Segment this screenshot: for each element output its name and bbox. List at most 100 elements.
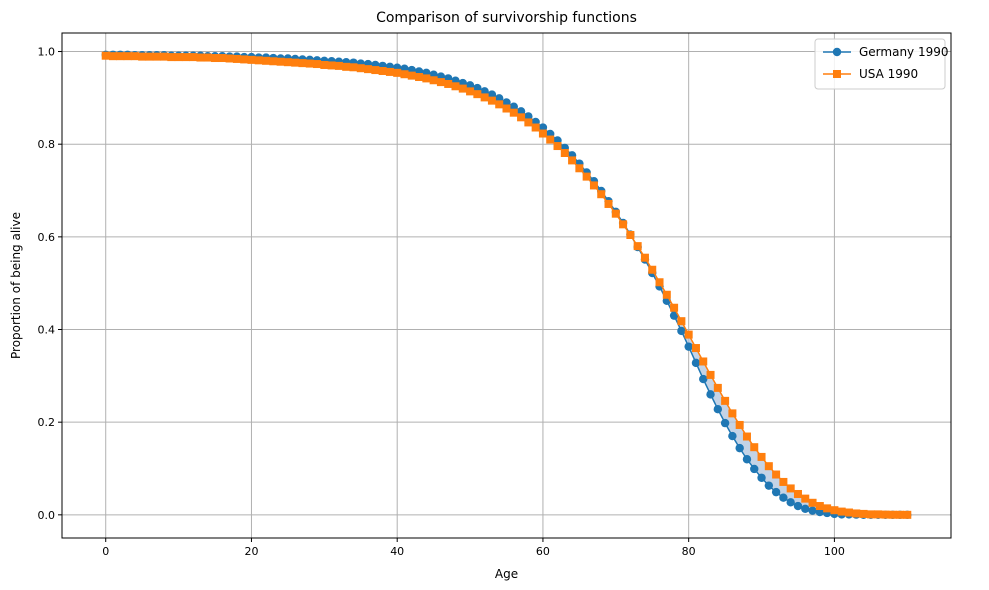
- ticks: 0 20 40 60 80 100 0.0 0.2 0.4 0.6 0.8 1.0: [38, 46, 845, 558]
- data-point: [502, 104, 511, 113]
- data-point: [327, 61, 336, 70]
- data-point: [801, 494, 810, 503]
- legend-marker: [832, 47, 842, 57]
- data-point: [713, 383, 722, 392]
- data-point: [771, 487, 781, 497]
- data-point: [691, 344, 700, 353]
- data-point: [203, 53, 212, 62]
- data-point: [218, 54, 227, 63]
- data-point: [123, 52, 132, 61]
- data-point: [174, 53, 183, 62]
- data-point: [276, 57, 285, 66]
- data-point: [713, 405, 723, 414]
- data-point: [670, 303, 679, 312]
- data-point: [364, 65, 373, 74]
- data-point: [684, 342, 693, 351]
- data-point: [757, 452, 766, 461]
- data-point: [728, 431, 737, 441]
- data-point: [378, 66, 387, 75]
- data-point: [728, 409, 737, 418]
- data-point: [181, 53, 190, 62]
- data-point: [655, 278, 664, 287]
- data-point: [444, 79, 453, 88]
- legend-entry: Germany 1990: [823, 45, 949, 59]
- data-point: [874, 510, 883, 519]
- data-point: [356, 64, 365, 73]
- data-point: [509, 108, 518, 117]
- y-axis-label: Proportion of being alive: [9, 212, 23, 359]
- data-point: [451, 82, 460, 91]
- data-point: [291, 58, 300, 67]
- data-point: [385, 67, 394, 76]
- data-point: [458, 84, 467, 93]
- data-point: [691, 358, 701, 368]
- data-point: [400, 70, 409, 79]
- data-point: [436, 78, 445, 87]
- legend-entry: USA 1990: [823, 67, 918, 81]
- data-point: [866, 510, 875, 519]
- data-point: [553, 142, 562, 151]
- data-point: [895, 510, 904, 519]
- data-point: [881, 510, 890, 519]
- data-point: [750, 443, 759, 452]
- data-point: [495, 100, 504, 109]
- data-point: [793, 501, 803, 511]
- data-point: [415, 73, 424, 82]
- legend-marker: [833, 70, 841, 78]
- data-point: [254, 56, 263, 65]
- data-point: [531, 123, 540, 132]
- data-point: [269, 57, 278, 66]
- data-point: [706, 370, 715, 379]
- data-point: [247, 55, 256, 64]
- data-point: [852, 509, 861, 518]
- data-point: [640, 253, 649, 262]
- data-point: [604, 199, 613, 208]
- data-point: [619, 220, 628, 229]
- data-point: [480, 93, 489, 102]
- series-layer: [101, 50, 912, 520]
- data-point: [393, 68, 402, 77]
- data-point: [735, 443, 744, 453]
- data-point: [597, 190, 606, 199]
- data-point: [240, 55, 249, 64]
- legend-label: Germany 1990: [859, 45, 949, 59]
- y-tick-label: 0.8: [38, 138, 56, 151]
- data-point: [167, 53, 176, 62]
- data-point: [888, 510, 897, 519]
- data-point: [750, 464, 759, 474]
- x-tick-label: 80: [682, 545, 696, 558]
- data-point: [422, 74, 431, 83]
- y-tick-label: 0.6: [38, 231, 56, 244]
- data-point: [764, 462, 773, 471]
- grid: [62, 33, 951, 538]
- data-point: [371, 66, 380, 75]
- data-point: [152, 52, 161, 61]
- y-tick-label: 1.0: [38, 46, 56, 59]
- data-point: [524, 118, 533, 127]
- y-tick-label: 0.0: [38, 509, 56, 522]
- data-point: [407, 71, 416, 80]
- data-point: [742, 432, 751, 441]
- data-point: [138, 52, 147, 61]
- data-point: [633, 242, 642, 251]
- data-point: [538, 129, 547, 138]
- legend-label: USA 1990: [859, 67, 918, 81]
- data-point: [130, 52, 139, 61]
- x-axis-label: Age: [495, 567, 518, 581]
- data-point: [473, 90, 482, 99]
- data-point: [669, 311, 679, 320]
- data-point: [189, 53, 198, 62]
- data-point: [648, 265, 657, 274]
- x-tick-label: 40: [390, 545, 404, 558]
- data-point: [626, 231, 635, 239]
- series-usa: [101, 51, 912, 519]
- data-point: [786, 498, 795, 507]
- data-point: [677, 317, 686, 326]
- data-point: [232, 54, 241, 63]
- legend: Germany 1990 USA 1990: [814, 38, 949, 90]
- data-point: [101, 51, 110, 60]
- data-point: [859, 509, 868, 518]
- data-point: [786, 484, 795, 493]
- data-point: [801, 504, 810, 514]
